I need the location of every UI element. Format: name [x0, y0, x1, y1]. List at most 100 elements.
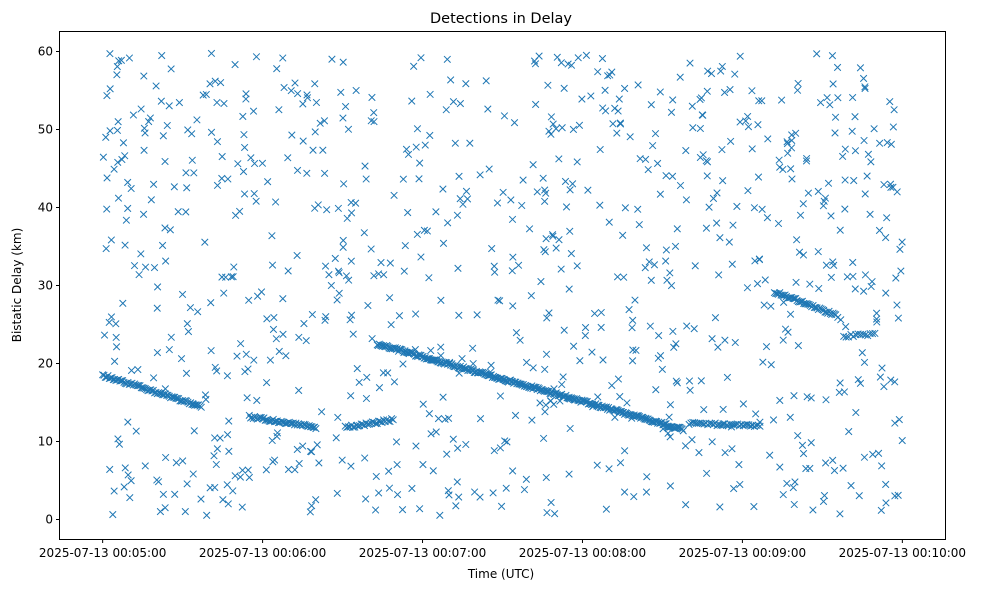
clutter-point: [434, 414, 443, 423]
clutter-point: [560, 326, 568, 334]
clutter-point: [177, 354, 186, 363]
y-tick-label: 50: [38, 123, 53, 137]
clutter-point: [755, 255, 764, 264]
clutter-point: [182, 169, 190, 177]
clutter-point: [628, 357, 637, 365]
clutter-point: [375, 384, 384, 392]
clutter-point: [543, 314, 551, 322]
clutter-point: [729, 221, 737, 229]
clutter-point: [282, 352, 290, 360]
clutter-point: [368, 93, 376, 102]
clutter-point: [390, 378, 399, 386]
clutter-point: [799, 200, 807, 208]
clutter-point: [703, 87, 711, 95]
clutter-point: [514, 261, 523, 269]
clutter-point: [243, 394, 251, 402]
clutter-point: [213, 181, 222, 190]
y-tick-label: 40: [38, 201, 53, 215]
clutter-point: [761, 276, 769, 284]
clutter-point: [137, 250, 145, 258]
clutter-point: [840, 388, 849, 396]
clutter-point: [449, 435, 457, 443]
clutter-point: [199, 91, 207, 99]
clutter-point: [860, 136, 868, 145]
clutter-point: [347, 257, 355, 265]
clutter-point: [124, 178, 132, 187]
clutter-point: [279, 295, 287, 303]
clutter-point: [547, 498, 555, 507]
clutter-point: [333, 489, 341, 498]
clutter-point: [886, 97, 894, 106]
clutter-point: [508, 215, 517, 224]
clutter-point: [807, 394, 815, 402]
clutter-point: [715, 271, 723, 279]
clutter-point: [154, 478, 163, 486]
clutter-point: [476, 415, 485, 423]
clutter-point: [843, 273, 852, 281]
clutter-point: [837, 316, 845, 324]
clutter-point: [891, 419, 899, 427]
clutter-point: [758, 205, 766, 213]
clutter-point: [159, 132, 167, 140]
clutter-point: [893, 188, 901, 196]
clutter-point: [147, 196, 155, 204]
track-point: [371, 419, 380, 428]
clutter-point: [848, 127, 856, 135]
clutter-point: [702, 224, 711, 232]
clutter-point: [352, 86, 360, 95]
clutter-point: [207, 128, 216, 136]
clutter-point: [632, 346, 640, 355]
clutter-point: [819, 202, 828, 210]
clutter-point: [664, 423, 673, 432]
clutter-point: [253, 396, 261, 405]
clutter-point: [183, 184, 191, 192]
clutter-point: [671, 242, 680, 251]
clutter-point: [731, 338, 739, 347]
clutter-point: [223, 481, 231, 489]
clutter-point: [543, 508, 551, 517]
clutter-point: [119, 299, 127, 307]
clutter-point: [323, 206, 331, 214]
clutter-point: [288, 131, 296, 139]
clutter-point: [132, 427, 140, 435]
clutter-point: [575, 121, 584, 129]
clutter-point: [319, 146, 327, 154]
clutter-point: [611, 413, 619, 421]
clutter-point: [691, 262, 699, 270]
clutter-point: [408, 97, 416, 105]
clutter-point: [331, 254, 339, 263]
clutter-point: [614, 375, 623, 383]
clutter-point: [469, 359, 477, 368]
clutter-point: [315, 459, 323, 467]
clutter-point: [794, 79, 802, 88]
clutter-point: [880, 382, 888, 391]
clutter-point: [841, 145, 849, 153]
clutter-point: [342, 272, 351, 280]
clutter-point: [567, 249, 575, 258]
clutter-point: [211, 434, 219, 442]
clutter-point: [681, 501, 690, 509]
clutter-point: [401, 241, 409, 250]
clutter-point: [166, 226, 175, 234]
clutter-point: [877, 506, 885, 515]
clutter-point: [783, 138, 791, 146]
data-points: [98, 49, 906, 519]
clutter-point: [411, 310, 420, 318]
clutter-point: [882, 289, 890, 297]
clutter-point: [642, 488, 651, 496]
clutter-point: [542, 350, 551, 358]
clutter-point: [158, 241, 167, 250]
clutter-point: [349, 330, 357, 338]
clutter-point: [598, 54, 607, 63]
clutter-point: [605, 218, 613, 226]
clutter-point: [574, 54, 582, 62]
clutter-point: [533, 188, 541, 196]
clutter-point: [688, 436, 696, 444]
clutter-point: [641, 264, 649, 272]
clutter-point: [442, 106, 450, 114]
clutter-point: [549, 232, 557, 240]
clutter-point: [760, 301, 768, 309]
clutter-point: [165, 345, 173, 354]
clutter-point: [503, 438, 511, 446]
clutter-point: [615, 95, 623, 103]
